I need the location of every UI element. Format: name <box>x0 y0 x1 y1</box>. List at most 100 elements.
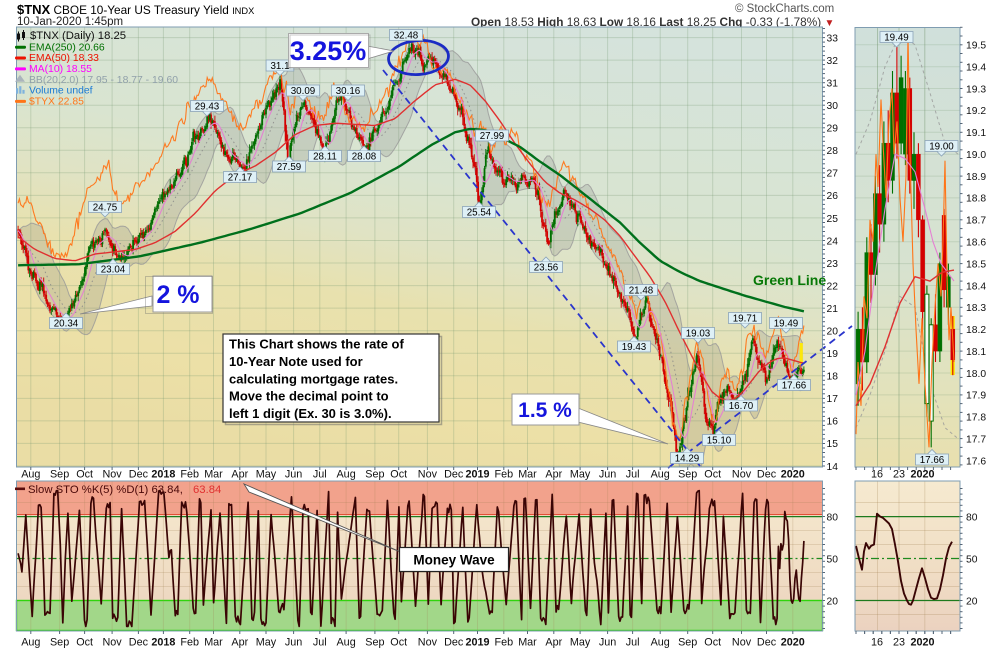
svg-text:Dec: Dec <box>757 637 777 649</box>
svg-text:33: 33 <box>827 33 839 44</box>
svg-text:32.48: 32.48 <box>394 31 419 42</box>
svg-text:28.11: 28.11 <box>313 152 337 163</box>
svg-text:27.99: 27.99 <box>480 131 505 142</box>
svg-text:25: 25 <box>827 214 839 225</box>
svg-text:80: 80 <box>966 512 978 523</box>
svg-text:Sep: Sep <box>365 637 384 649</box>
svg-text:Feb: Feb <box>180 469 199 481</box>
svg-text:calculating mortgage rates.: calculating mortgage rates. <box>229 371 398 386</box>
svg-text:Aug: Aug <box>651 637 670 649</box>
svg-text:23: 23 <box>893 637 905 649</box>
svg-text:31: 31 <box>827 78 839 89</box>
svg-text:50: 50 <box>966 554 978 565</box>
svg-text:17.7: 17.7 <box>966 434 986 445</box>
svg-text:2020: 2020 <box>781 469 805 481</box>
svg-text:19.1: 19.1 <box>966 128 986 139</box>
svg-text:18.9: 18.9 <box>966 172 986 183</box>
svg-text:18: 18 <box>827 372 839 383</box>
svg-text:Move the decimal point to: Move the decimal point to <box>229 389 389 404</box>
svg-text:19.43: 19.43 <box>622 342 647 353</box>
svg-text:MA(10) 18.55: MA(10) 18.55 <box>29 64 92 75</box>
svg-text:Jun: Jun <box>599 469 616 481</box>
svg-text:2020: 2020 <box>781 637 805 649</box>
svg-text:20: 20 <box>827 327 839 338</box>
svg-text:Oct: Oct <box>704 469 721 481</box>
svg-text:Aug: Aug <box>21 469 40 481</box>
svg-text:Jul: Jul <box>313 469 327 481</box>
svg-text:16.70: 16.70 <box>729 401 754 412</box>
svg-text:63.84: 63.84 <box>193 484 221 496</box>
svg-text:19.4: 19.4 <box>966 63 986 74</box>
svg-text:20.34: 20.34 <box>54 319 79 330</box>
svg-text:Dec: Dec <box>444 637 464 649</box>
svg-text:17.8: 17.8 <box>966 413 986 424</box>
svg-text:Slow STO %K(5) %D(1) 63.84,: Slow STO %K(5) %D(1) 63.84, <box>28 484 183 496</box>
svg-text:EMA(250) 20.66: EMA(250) 20.66 <box>29 42 105 53</box>
svg-text:19.03: 19.03 <box>686 329 711 340</box>
svg-text:2019: 2019 <box>465 637 489 649</box>
svg-text:Apr: Apr <box>231 469 248 481</box>
svg-text:16: 16 <box>871 469 883 481</box>
svg-text:Oct: Oct <box>76 469 93 481</box>
svg-text:2018: 2018 <box>151 637 175 649</box>
svg-text:23.04: 23.04 <box>101 265 126 276</box>
svg-text:Oct: Oct <box>390 637 407 649</box>
svg-text:left 1 digit (Ex. 30 is 3.0%).: left 1 digit (Ex. 30 is 3.0%). <box>229 406 392 421</box>
svg-text:29.43: 29.43 <box>195 102 220 113</box>
svg-text:19.71: 19.71 <box>733 314 758 325</box>
svg-text:Feb: Feb <box>494 637 513 649</box>
svg-text:Apr: Apr <box>545 637 562 649</box>
svg-text:May: May <box>256 637 277 649</box>
svg-text:Nov: Nov <box>418 637 438 649</box>
svg-text:15.10: 15.10 <box>707 436 732 447</box>
svg-text:Aug: Aug <box>651 469 670 481</box>
svg-text:Jun: Jun <box>285 469 302 481</box>
svg-text:Oct: Oct <box>76 637 93 649</box>
svg-text:Apr: Apr <box>231 637 248 649</box>
svg-text:Oct: Oct <box>704 637 721 649</box>
svg-text:Sep: Sep <box>678 637 697 649</box>
svg-text:18.3: 18.3 <box>966 303 986 314</box>
svg-text:May: May <box>570 469 591 481</box>
svg-text:Nov: Nov <box>102 637 122 649</box>
svg-text:27.59: 27.59 <box>277 162 302 173</box>
svg-text:32: 32 <box>827 56 839 67</box>
svg-text:29: 29 <box>827 124 839 135</box>
svg-text:Sep: Sep <box>50 637 69 649</box>
svg-text:19.00: 19.00 <box>929 142 954 153</box>
svg-text:14.29: 14.29 <box>675 454 700 465</box>
svg-text:Jul: Jul <box>626 637 640 649</box>
svg-text:$TYX 22.85: $TYX 22.85 <box>29 97 84 108</box>
svg-text:Volume undef: Volume undef <box>29 86 93 97</box>
svg-text:17: 17 <box>827 394 839 405</box>
svg-text:19.5: 19.5 <box>966 41 986 52</box>
svg-text:18.1: 18.1 <box>966 347 986 358</box>
svg-text:31.1: 31.1 <box>270 61 289 72</box>
svg-text:28.08: 28.08 <box>352 152 377 163</box>
svg-text:16: 16 <box>827 417 839 428</box>
svg-text:24: 24 <box>827 236 839 247</box>
svg-text:18.2: 18.2 <box>966 325 986 336</box>
svg-text:17.66: 17.66 <box>920 455 945 466</box>
svg-text:23: 23 <box>893 469 905 481</box>
svg-text:Mar: Mar <box>204 637 223 649</box>
svg-text:$TNX (Daily) 18.25: $TNX (Daily) 18.25 <box>30 30 126 42</box>
svg-text:10-Year Note used for: 10-Year Note used for <box>229 354 363 369</box>
svg-text:19.2: 19.2 <box>966 106 986 117</box>
svg-text:17.6: 17.6 <box>966 456 986 467</box>
svg-text:2019: 2019 <box>465 469 489 481</box>
svg-text:27.17: 27.17 <box>228 173 253 184</box>
svg-text:26: 26 <box>827 191 839 202</box>
svg-text:18.5: 18.5 <box>966 259 986 270</box>
svg-text:Sep: Sep <box>678 469 697 481</box>
svg-text:EMA(50) 18.33: EMA(50) 18.33 <box>29 53 99 64</box>
svg-text:22: 22 <box>827 281 839 292</box>
svg-text:18.8: 18.8 <box>966 194 986 205</box>
svg-text:18.0: 18.0 <box>966 369 986 380</box>
svg-text:Jun: Jun <box>285 637 302 649</box>
svg-text:18.7: 18.7 <box>966 216 986 227</box>
svg-text:2018: 2018 <box>151 469 175 481</box>
svg-text:Jul: Jul <box>626 469 640 481</box>
svg-text:3.25%: 3.25% <box>290 36 367 66</box>
svg-text:23: 23 <box>827 259 839 270</box>
